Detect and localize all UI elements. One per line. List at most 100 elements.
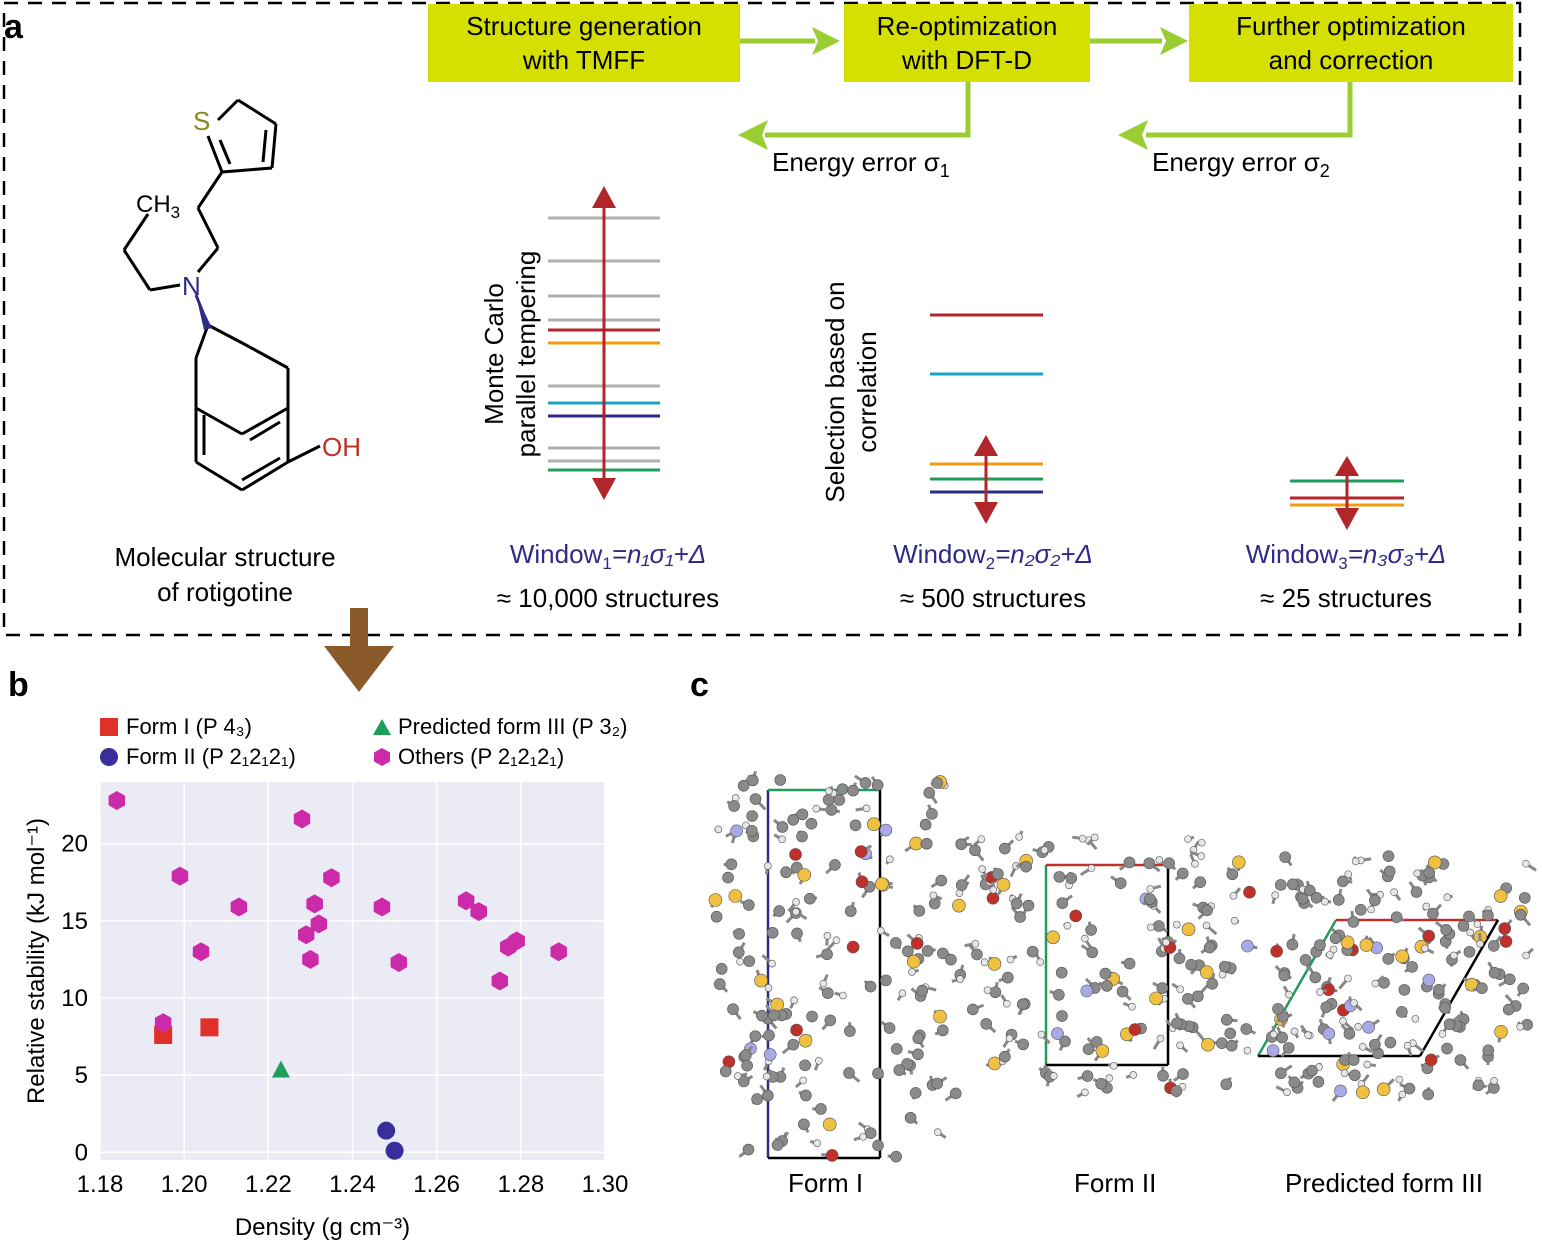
legend-form-i: Form I (P 4₃) bbox=[100, 714, 252, 740]
atom bbox=[756, 1009, 768, 1022]
atom bbox=[1422, 902, 1431, 911]
panel-b-letter: b bbox=[8, 666, 29, 704]
atom bbox=[1182, 993, 1194, 1005]
atom bbox=[728, 800, 740, 812]
atom bbox=[1499, 935, 1513, 948]
atom bbox=[1390, 911, 1403, 924]
atom bbox=[1224, 1027, 1237, 1040]
atom bbox=[931, 1077, 943, 1090]
atom bbox=[1275, 1067, 1287, 1080]
form-i-point bbox=[154, 1026, 173, 1045]
box3-line1: Further optimization bbox=[1236, 11, 1466, 41]
atom bbox=[812, 804, 821, 813]
atom bbox=[955, 879, 968, 891]
atom bbox=[796, 830, 808, 843]
atom bbox=[933, 1009, 947, 1024]
down-arrow bbox=[324, 608, 394, 692]
atom bbox=[980, 1018, 993, 1030]
atom bbox=[1339, 1017, 1347, 1025]
atom bbox=[789, 848, 802, 861]
atom bbox=[1040, 846, 1049, 854]
x-axis-label: Density (g cm⁻³) bbox=[235, 1214, 410, 1240]
x-tick-label: 1.22 bbox=[245, 1171, 292, 1198]
atom bbox=[1081, 1070, 1094, 1082]
others-point bbox=[302, 949, 319, 969]
atom bbox=[1316, 988, 1324, 996]
y-tick-label: 0 bbox=[75, 1139, 88, 1166]
atom bbox=[1443, 893, 1452, 902]
atom bbox=[1095, 1044, 1110, 1058]
atom bbox=[1382, 850, 1395, 862]
atom bbox=[871, 779, 884, 791]
atom bbox=[780, 866, 792, 879]
atom bbox=[1454, 1054, 1467, 1066]
circle-marker-icon bbox=[100, 748, 118, 766]
atom bbox=[1015, 833, 1023, 841]
atom-s: S bbox=[193, 106, 210, 136]
atom bbox=[1371, 979, 1380, 988]
legend-others-label: Others (P 2₁2₁2₁) bbox=[398, 744, 565, 769]
atom bbox=[823, 931, 832, 940]
atom bbox=[926, 808, 938, 820]
atom bbox=[1170, 1085, 1183, 1097]
atom bbox=[1046, 930, 1060, 945]
atom bbox=[1020, 860, 1032, 873]
y-tick-label: 20 bbox=[61, 831, 88, 858]
atom bbox=[1243, 885, 1256, 899]
atom bbox=[774, 774, 787, 786]
box1-line2: with TMFF bbox=[522, 45, 646, 75]
others-point bbox=[470, 902, 487, 922]
atom bbox=[1049, 1072, 1058, 1080]
rotigotine-structure: S N OH CH3 bbox=[122, 98, 361, 492]
energy-error-2: Energy error σ2 bbox=[1152, 147, 1330, 182]
atom bbox=[746, 810, 758, 822]
atom bbox=[919, 818, 932, 831]
atom bbox=[877, 926, 885, 935]
atom bbox=[1197, 838, 1206, 847]
atom bbox=[1494, 1025, 1508, 1039]
hexagon-marker-icon bbox=[374, 748, 390, 766]
atom bbox=[1516, 1023, 1524, 1031]
atom bbox=[1498, 922, 1512, 935]
atom bbox=[1502, 1003, 1515, 1016]
box2-line2: with DFT-D bbox=[901, 45, 1032, 75]
form-i-label: Form I bbox=[788, 1168, 864, 1198]
atom bbox=[754, 973, 768, 988]
atom bbox=[1129, 1071, 1138, 1079]
atom bbox=[1413, 869, 1421, 878]
atom bbox=[1220, 1078, 1233, 1091]
atom bbox=[1063, 921, 1072, 930]
atom bbox=[1390, 888, 1398, 896]
form-i-point bbox=[200, 1018, 219, 1037]
atom bbox=[1427, 855, 1442, 870]
atom bbox=[912, 1032, 925, 1045]
atom bbox=[1433, 984, 1445, 996]
atom bbox=[1146, 885, 1155, 893]
atom bbox=[1053, 989, 1065, 1001]
atom bbox=[1087, 864, 1096, 872]
atom bbox=[920, 837, 933, 850]
atom bbox=[969, 844, 981, 857]
atom bbox=[821, 987, 834, 999]
atom bbox=[874, 877, 889, 891]
atom bbox=[1056, 897, 1069, 909]
atom bbox=[1059, 1035, 1071, 1048]
atom bbox=[1369, 1038, 1381, 1051]
atom bbox=[792, 907, 800, 916]
atom bbox=[1473, 920, 1482, 929]
crystal-structures bbox=[708, 770, 1537, 1163]
atom bbox=[1051, 1027, 1064, 1040]
atom bbox=[1156, 1034, 1165, 1043]
atom bbox=[1344, 974, 1352, 983]
atom bbox=[714, 978, 726, 990]
atom bbox=[906, 954, 921, 969]
atom bbox=[1230, 916, 1239, 925]
atom bbox=[1123, 957, 1136, 970]
atom bbox=[1065, 872, 1078, 884]
atom bbox=[719, 1065, 732, 1078]
atom-ch3: CH3 bbox=[136, 191, 180, 222]
atom bbox=[1243, 1046, 1252, 1055]
atom bbox=[728, 889, 743, 903]
atom bbox=[725, 858, 738, 871]
atom bbox=[743, 955, 756, 967]
